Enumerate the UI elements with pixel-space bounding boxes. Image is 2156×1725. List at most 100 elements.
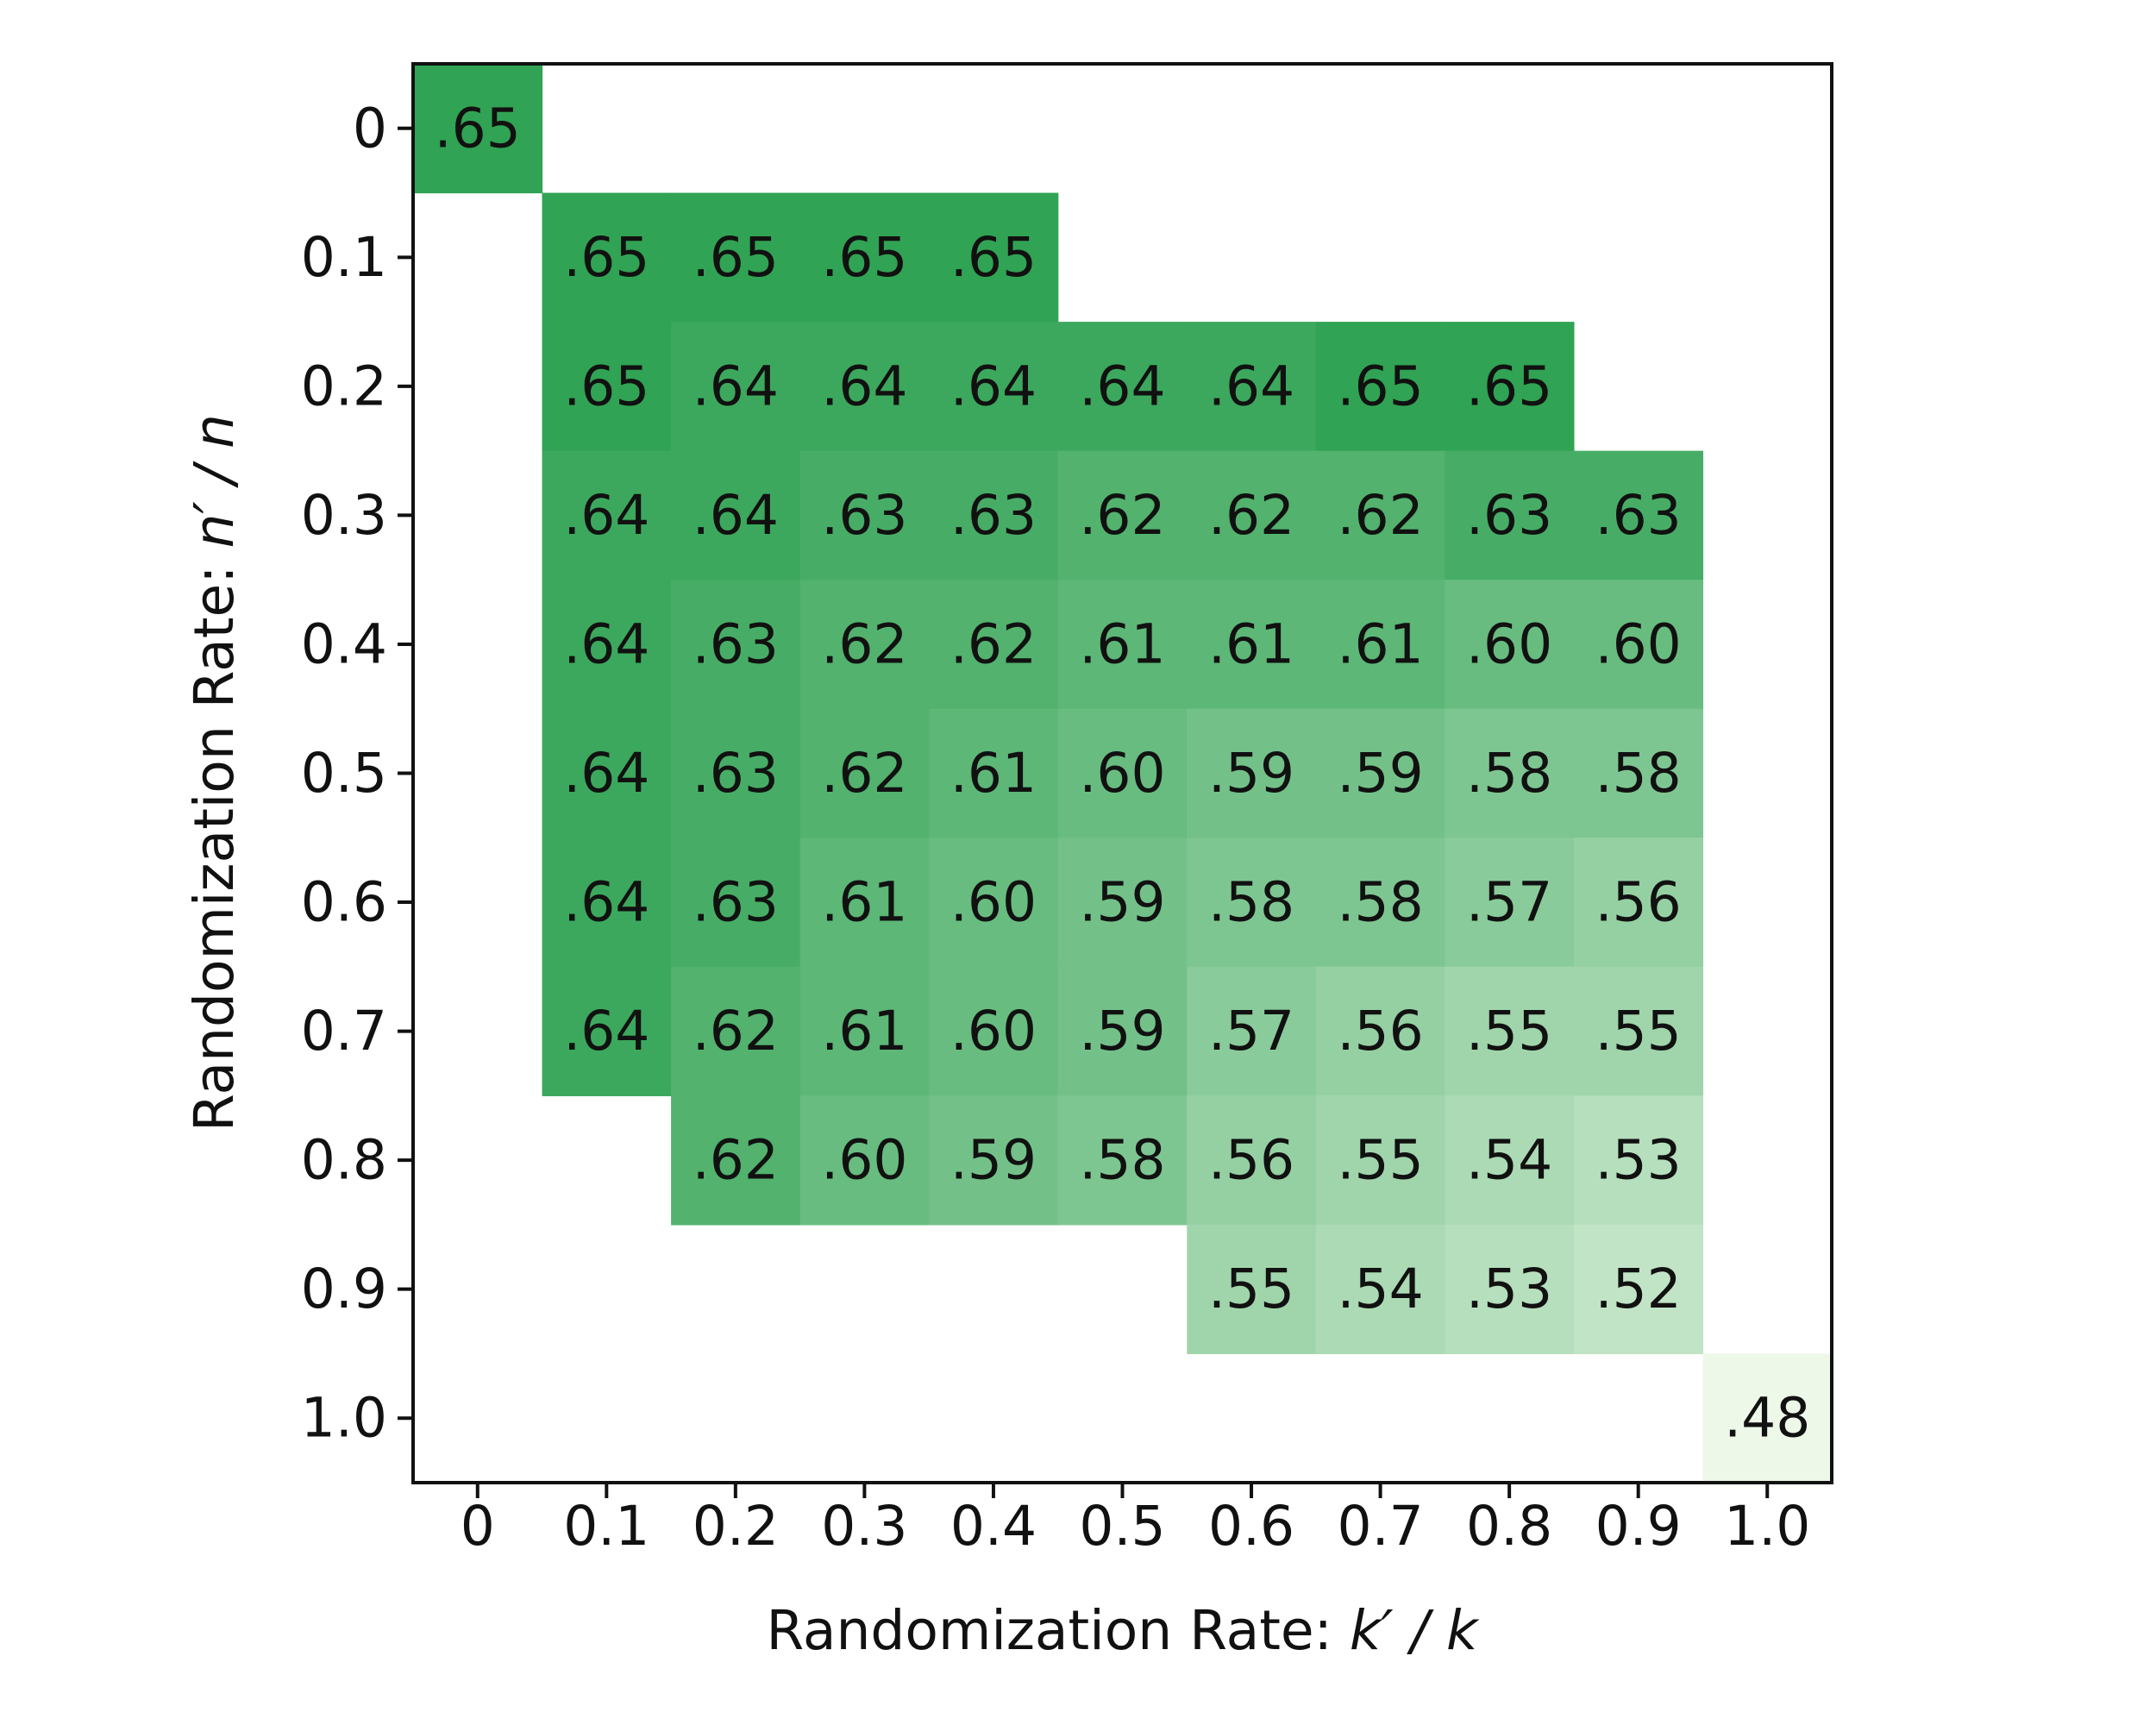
x-tick-label: 0.7 bbox=[1337, 1495, 1423, 1558]
y-axis-title-math: n′ / n bbox=[183, 414, 246, 548]
heatmap-cell bbox=[1187, 966, 1317, 1096]
y-axis-ticks: 0 0.1 0.2 0.3 0.4 0.5 0.6 0.7 0.8 0.9 1.0 bbox=[301, 97, 413, 1450]
heatmap-cell bbox=[1315, 966, 1445, 1096]
heatmap-cell bbox=[1573, 450, 1704, 580]
cell-value-label: .61 bbox=[821, 871, 907, 934]
heatmap-cell bbox=[1187, 450, 1317, 580]
heatmap-cell bbox=[799, 966, 930, 1096]
heatmap-cell bbox=[929, 450, 1059, 580]
cell-value-label: .65 bbox=[693, 226, 779, 289]
x-tick-label: 0.2 bbox=[693, 1495, 779, 1558]
cell-value-label: .64 bbox=[693, 354, 779, 417]
heatmap-cell bbox=[671, 450, 801, 580]
heatmap-cell bbox=[1573, 837, 1704, 968]
cell-value-label: .61 bbox=[821, 1000, 907, 1063]
x-axis-ticks: 0 0.1 0.2 0.3 0.4 0.5 0.6 0.7 0.8 0.9 1.0 bbox=[461, 1483, 1810, 1558]
heatmap-cell bbox=[542, 450, 672, 580]
heatmap-cell bbox=[1187, 580, 1317, 710]
cell-value-label: .60 bbox=[821, 1129, 907, 1192]
heatmap-cells bbox=[413, 64, 1833, 1484]
heatmap-cell bbox=[542, 192, 672, 323]
cell-value-label: .64 bbox=[563, 1000, 649, 1063]
heatmap-cell bbox=[1573, 966, 1704, 1096]
cell-value-label: .57 bbox=[1208, 1000, 1294, 1063]
cell-value-label: .62 bbox=[693, 1000, 779, 1063]
heatmap-cell bbox=[542, 708, 672, 838]
x-axis-title-math: k′ / k bbox=[1350, 1599, 1480, 1662]
x-axis-title: Randomization Rate: k′ / k bbox=[767, 1599, 1480, 1662]
x-tick-label: 0.9 bbox=[1595, 1495, 1682, 1558]
cell-value-label: .59 bbox=[1337, 742, 1423, 805]
cell-value-label: .59 bbox=[950, 1129, 1037, 1192]
cell-value-label: .55 bbox=[1466, 1000, 1552, 1063]
y-axis-title-prefix: Randomization Rate: bbox=[183, 549, 246, 1132]
heatmap-cell bbox=[1057, 837, 1188, 968]
heatmap-cell bbox=[929, 966, 1059, 1096]
x-tick-label: 1.0 bbox=[1724, 1495, 1810, 1558]
cell-value-label: .62 bbox=[693, 1129, 779, 1192]
cell-value-label: .59 bbox=[1208, 742, 1294, 805]
cell-value-label: .65 bbox=[821, 226, 907, 289]
cell-value-label: .62 bbox=[1337, 484, 1423, 547]
heatmap-cell bbox=[542, 322, 672, 452]
heatmap-cell bbox=[929, 580, 1059, 710]
cell-value-label: .58 bbox=[1337, 871, 1423, 934]
cell-value-label: .56 bbox=[1337, 1000, 1423, 1063]
heatmap-cell bbox=[1187, 837, 1317, 968]
heatmap-cell bbox=[542, 580, 672, 710]
heatmap-cell bbox=[1315, 1095, 1445, 1226]
cell-value-label: .64 bbox=[821, 354, 907, 417]
heatmap-cell bbox=[1573, 580, 1704, 710]
cell-value-label: .61 bbox=[1079, 612, 1165, 675]
cell-value-label: .65 bbox=[563, 354, 649, 417]
heatmap-cell bbox=[542, 966, 672, 1096]
y-axis-title: Randomization Rate: n′ / n bbox=[183, 414, 246, 1132]
cell-value-label: .56 bbox=[1208, 1129, 1294, 1192]
y-tick-label: 0.6 bbox=[301, 871, 387, 934]
heatmap-cell bbox=[799, 192, 930, 323]
cell-value-label: .58 bbox=[1466, 742, 1552, 805]
cell-value-label: .64 bbox=[1208, 354, 1294, 417]
x-tick-label: 0.3 bbox=[821, 1495, 907, 1558]
y-tick-label: 0.5 bbox=[301, 742, 387, 805]
heatmap-cell bbox=[1315, 1224, 1445, 1355]
heatmap-cell bbox=[671, 966, 801, 1096]
heatmap-cell bbox=[1573, 1095, 1704, 1226]
heatmap-cell bbox=[1315, 450, 1445, 580]
heatmap-cell bbox=[1057, 966, 1188, 1096]
heatmap-cell bbox=[799, 708, 930, 838]
x-axis-title-prefix: Randomization Rate: bbox=[767, 1599, 1350, 1662]
cell-value-label: .60 bbox=[1466, 612, 1552, 675]
cell-value-label: .63 bbox=[821, 484, 907, 547]
heatmap-cell bbox=[1187, 322, 1317, 452]
cell-value-label: .63 bbox=[1466, 484, 1552, 547]
heatmap-cell bbox=[929, 192, 1059, 323]
x-tick-label: 0.6 bbox=[1208, 1495, 1294, 1558]
heatmap-cell bbox=[671, 1095, 801, 1226]
x-tick-label: 0.5 bbox=[1079, 1495, 1165, 1558]
x-tick-label: 0.8 bbox=[1466, 1495, 1552, 1558]
heatmap-cell bbox=[671, 322, 801, 452]
heatmap-cell bbox=[799, 1095, 930, 1226]
cell-value-label: .56 bbox=[1595, 871, 1682, 934]
cell-value-label: .65 bbox=[1337, 354, 1423, 417]
heatmap-cell bbox=[671, 192, 801, 323]
y-tick-label: 0.2 bbox=[301, 354, 387, 417]
heatmap-cell bbox=[671, 837, 801, 968]
cell-value-label: .58 bbox=[1079, 1129, 1165, 1192]
cell-value-label: .63 bbox=[693, 742, 779, 805]
heatmap-cell bbox=[1573, 1224, 1704, 1355]
heatmap-cell bbox=[1315, 580, 1445, 710]
heatmap-cell bbox=[799, 837, 930, 968]
heatmap-cell bbox=[1445, 1095, 1575, 1226]
cell-value-label: .63 bbox=[1595, 484, 1682, 547]
y-tick-label: 0.3 bbox=[301, 484, 387, 547]
x-tick-label: 0.1 bbox=[563, 1495, 649, 1558]
heatmap-cell bbox=[1445, 580, 1575, 710]
cell-value-label: .64 bbox=[563, 871, 649, 934]
cell-value-label: .62 bbox=[950, 612, 1037, 675]
heatmap-cell bbox=[1187, 708, 1317, 838]
heatmap-cell bbox=[1445, 322, 1575, 452]
heatmap-cell bbox=[929, 837, 1059, 968]
